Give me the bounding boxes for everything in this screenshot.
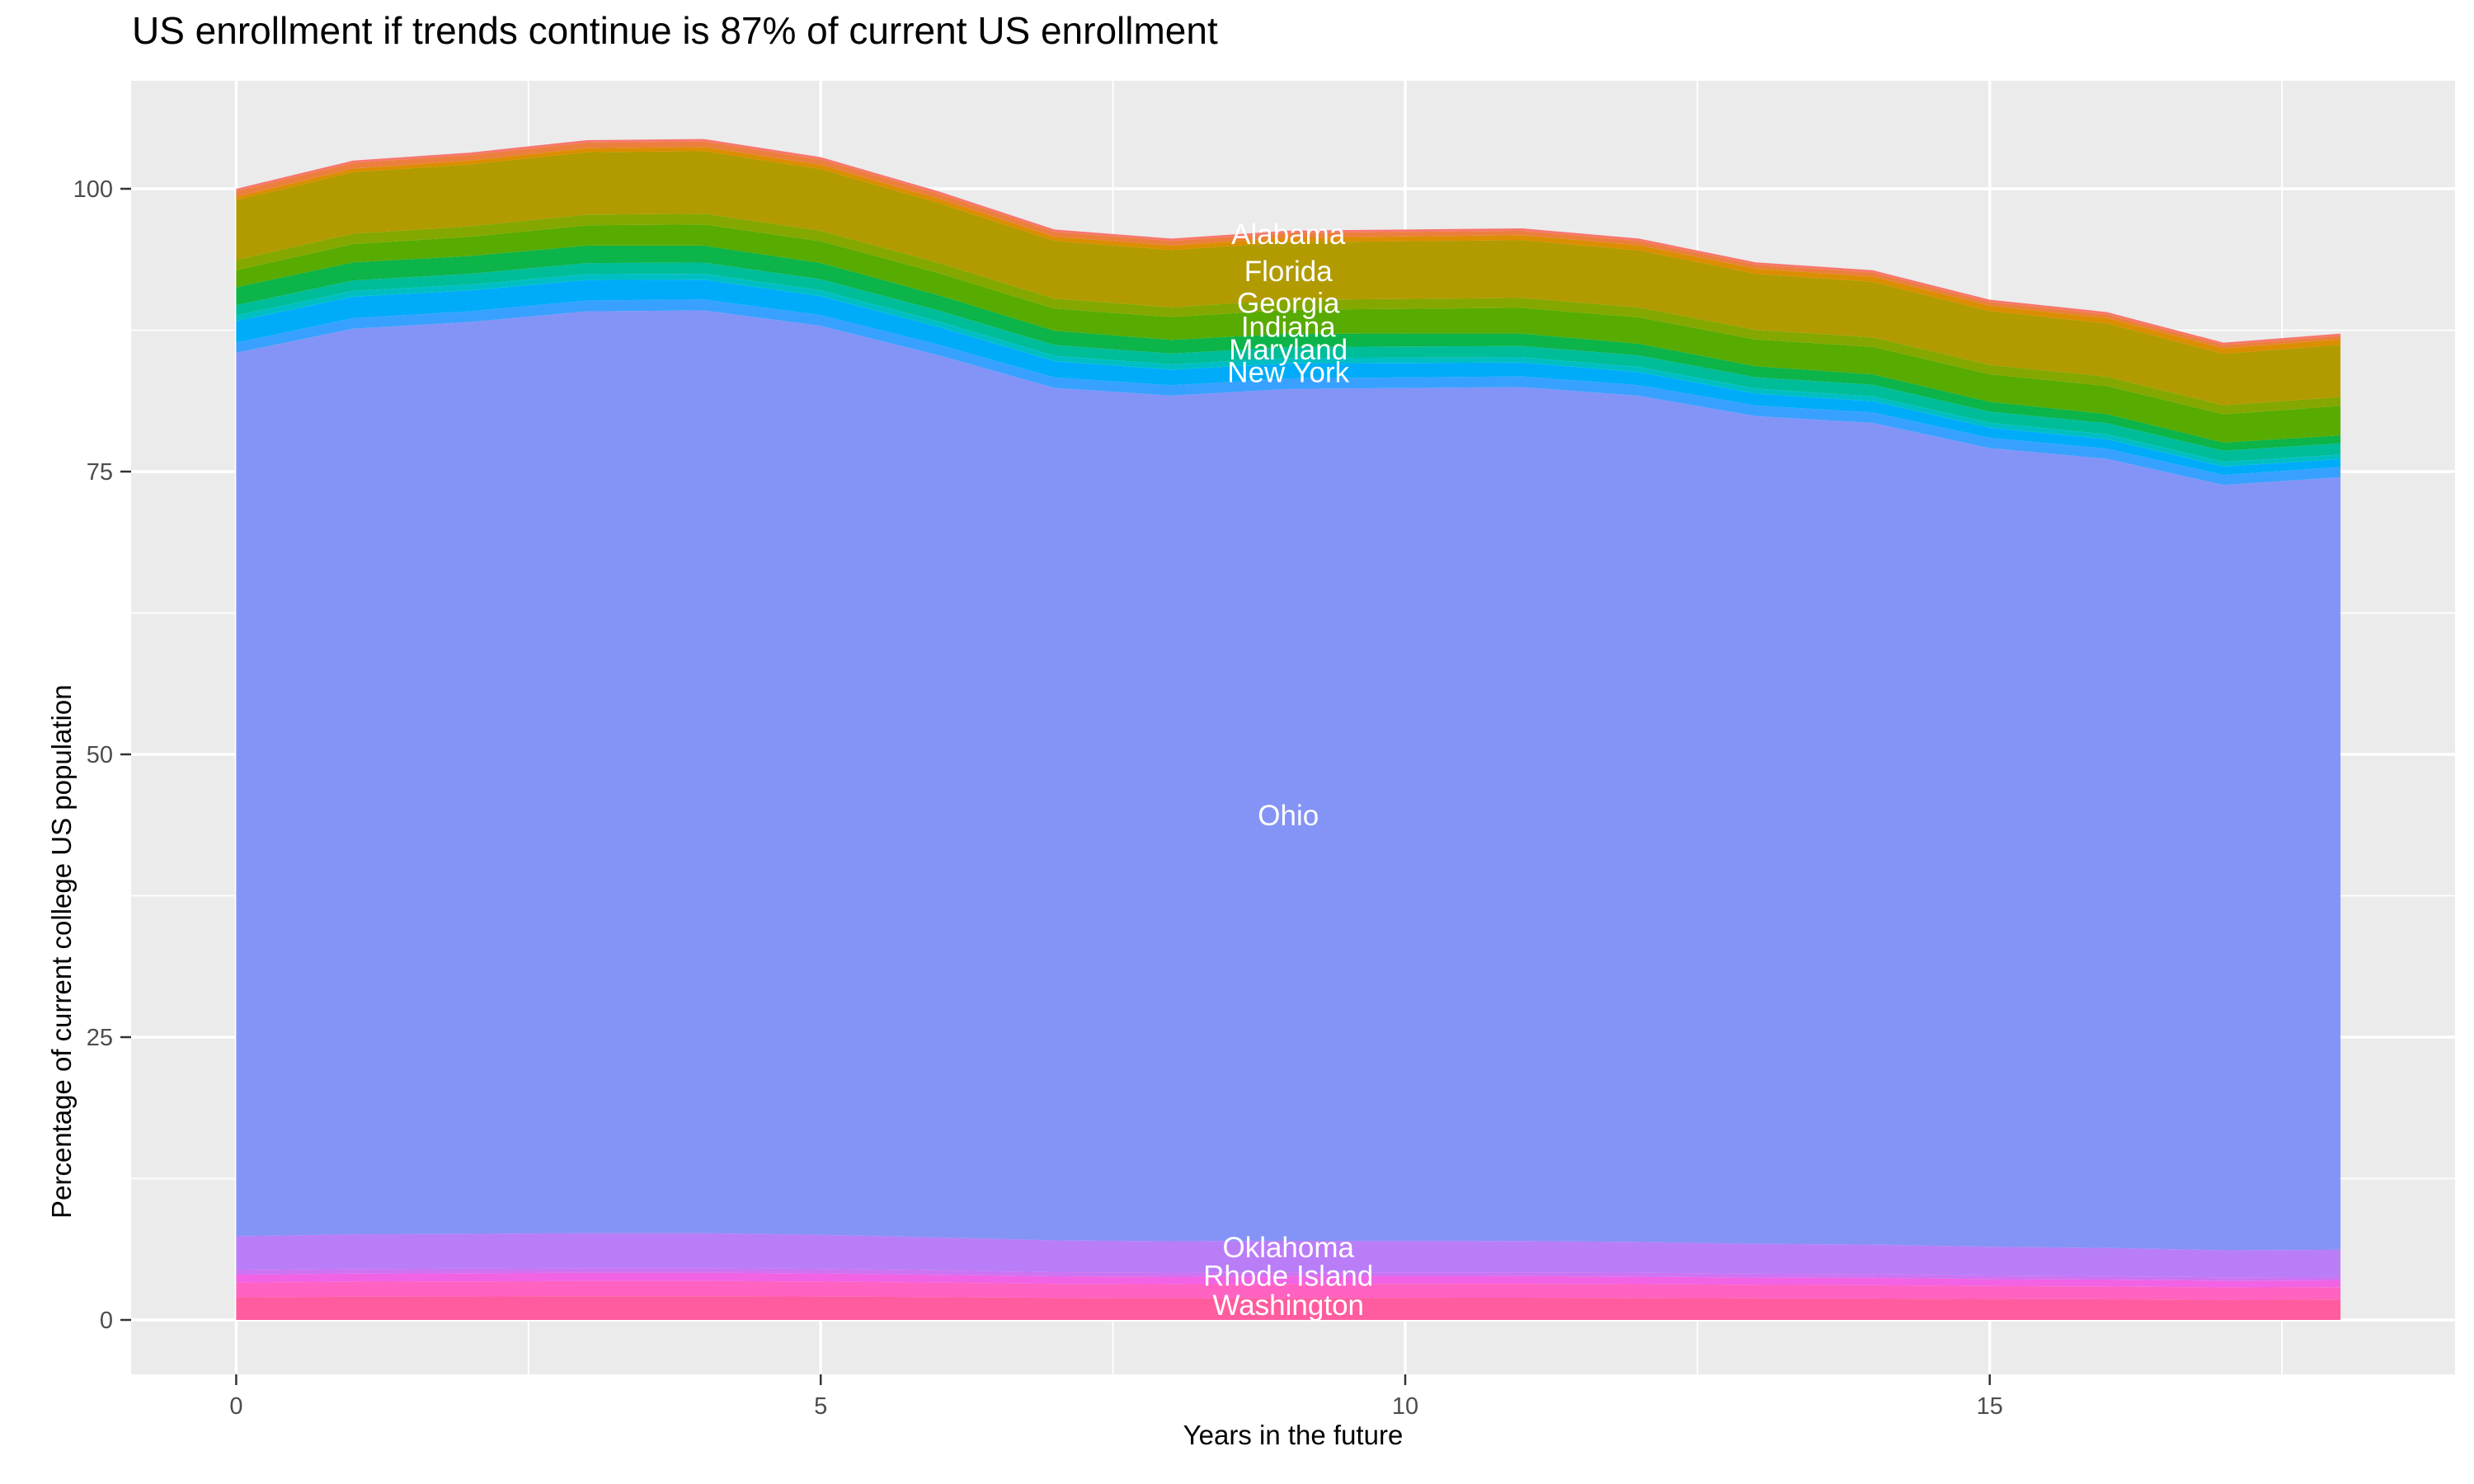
- area-band-washington-band: [236, 1280, 2341, 1300]
- y-tick-label: 50: [87, 742, 113, 768]
- y-axis-title: Percentage of current college US populat…: [46, 684, 77, 1219]
- y-tick-label: 0: [100, 1308, 113, 1334]
- chart-title: US enrollment if trends continue is 87% …: [132, 9, 1218, 52]
- state-label-washington: Washington: [1212, 1289, 1364, 1322]
- x-tick-label: 0: [229, 1393, 242, 1420]
- x-tick-label: 10: [1392, 1393, 1418, 1420]
- area-band-alabama-band: [236, 141, 2341, 349]
- area-band-maryland-band: [236, 262, 2341, 463]
- x-tick-label: 5: [814, 1393, 827, 1420]
- area-band-rhode-island-band: [236, 1272, 2341, 1288]
- state-label-florida: Florida: [1244, 256, 1333, 288]
- area-band-ohio-band: [236, 310, 2341, 1251]
- state-label-rhode-island: Rhode Island: [1203, 1260, 1373, 1292]
- state-label-georgia: Georgia: [1237, 288, 1340, 320]
- state-label-new-york: New York: [1227, 356, 1349, 388]
- area-band-oklahoma-band: [236, 1233, 2341, 1278]
- area-band-unlabeled-states-light-blue: [236, 299, 2341, 486]
- y-tick-label: 100: [73, 176, 113, 203]
- state-label-oklahoma: Oklahoma: [1222, 1232, 1354, 1264]
- state-label-alabama: Alabama: [1231, 218, 1346, 251]
- x-tick-label: 15: [1977, 1393, 2003, 1420]
- area-band-indiana-band: [236, 245, 2341, 451]
- y-tick-label: 25: [87, 1025, 113, 1051]
- y-tick-label: 75: [87, 459, 113, 486]
- area-band-florida-band: [236, 151, 2341, 406]
- state-label-ohio: Ohio: [1258, 800, 1319, 832]
- area-band-unlabeled-states-stripe-violet: [236, 1268, 2341, 1281]
- x-axis-title: Years in the future: [1183, 1420, 1404, 1450]
- state-label-indiana: Indiana: [1241, 311, 1336, 343]
- area-band-unlabeled-states-below-washington: [236, 1296, 2341, 1320]
- area-band-new-york-band: [236, 279, 2341, 476]
- area-band-unlabeled-states-yellow-green: [236, 214, 2341, 415]
- area-band-georgia-band: [236, 224, 2341, 443]
- state-label-maryland: Maryland: [1229, 334, 1348, 366]
